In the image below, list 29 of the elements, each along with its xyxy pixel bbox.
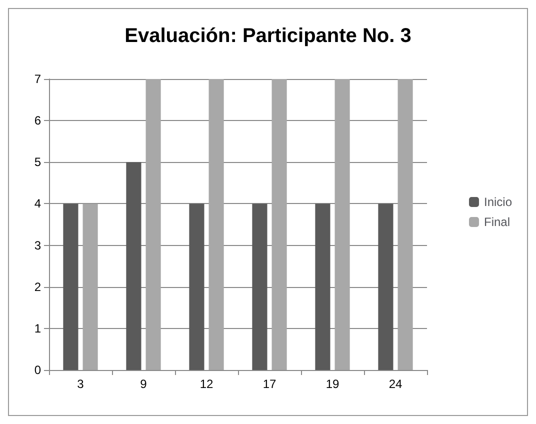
y-tick-label: 4 <box>34 196 42 211</box>
bar <box>63 204 78 370</box>
bar <box>378 204 394 370</box>
y-tick-label: 5 <box>34 155 42 170</box>
x-tick-label: 24 <box>388 377 402 391</box>
y-tick-label: 3 <box>34 238 42 252</box>
x-tick-label: 12 <box>200 377 214 391</box>
bar <box>272 79 287 370</box>
y-tick-label: 2 <box>34 280 42 294</box>
y-tick-label: 6 <box>34 114 42 128</box>
bar <box>315 204 330 370</box>
x-tick-label: 9 <box>140 377 148 391</box>
x-tick-label: 19 <box>326 377 340 391</box>
bar <box>146 79 161 370</box>
bar <box>82 204 98 370</box>
y-tick-label: 0 <box>34 363 42 377</box>
bar <box>189 204 204 370</box>
x-tick-label: 3 <box>77 377 84 391</box>
bar <box>126 162 142 370</box>
chart-title: Evaluación: Participante No. 3 <box>124 25 412 47</box>
bar <box>208 79 224 370</box>
bar <box>252 204 268 370</box>
x-tick-label: 17 <box>262 377 276 391</box>
legend-label: Inicio <box>484 195 512 209</box>
legend-label: Final <box>484 215 510 229</box>
y-tick-label: 1 <box>34 321 42 336</box>
bar <box>398 79 413 370</box>
y-tick-label: 7 <box>34 72 42 86</box>
bar <box>334 79 350 370</box>
